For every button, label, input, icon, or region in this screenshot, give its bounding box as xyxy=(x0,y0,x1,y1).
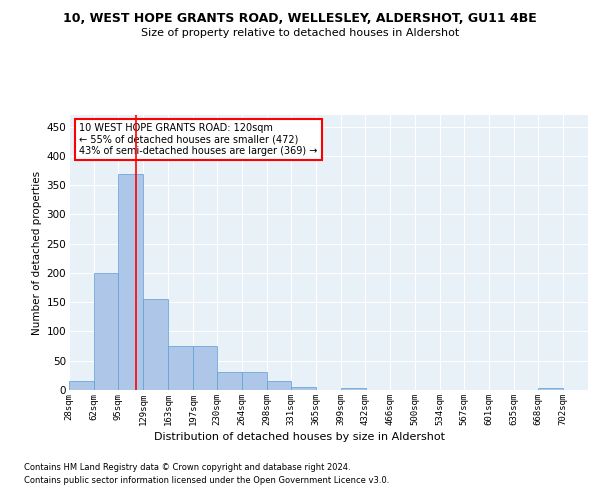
Bar xyxy=(69,381,94,390)
Bar xyxy=(538,388,563,390)
Bar xyxy=(118,174,143,390)
Bar xyxy=(242,372,266,390)
Text: 10 WEST HOPE GRANTS ROAD: 120sqm
← 55% of detached houses are smaller (472)
43% : 10 WEST HOPE GRANTS ROAD: 120sqm ← 55% o… xyxy=(79,123,318,156)
Bar xyxy=(267,381,292,390)
Bar xyxy=(341,388,365,390)
Bar xyxy=(168,346,193,390)
Bar xyxy=(291,387,316,390)
Bar xyxy=(217,372,242,390)
Y-axis label: Number of detached properties: Number of detached properties xyxy=(32,170,43,334)
Text: 10, WEST HOPE GRANTS ROAD, WELLESLEY, ALDERSHOT, GU11 4BE: 10, WEST HOPE GRANTS ROAD, WELLESLEY, AL… xyxy=(63,12,537,26)
Bar xyxy=(143,300,167,390)
Text: Distribution of detached houses by size in Aldershot: Distribution of detached houses by size … xyxy=(155,432,445,442)
Bar xyxy=(193,346,217,390)
Text: Size of property relative to detached houses in Aldershot: Size of property relative to detached ho… xyxy=(141,28,459,38)
Text: Contains HM Land Registry data © Crown copyright and database right 2024.: Contains HM Land Registry data © Crown c… xyxy=(24,462,350,471)
Bar xyxy=(94,273,118,390)
Text: Contains public sector information licensed under the Open Government Licence v3: Contains public sector information licen… xyxy=(24,476,389,485)
